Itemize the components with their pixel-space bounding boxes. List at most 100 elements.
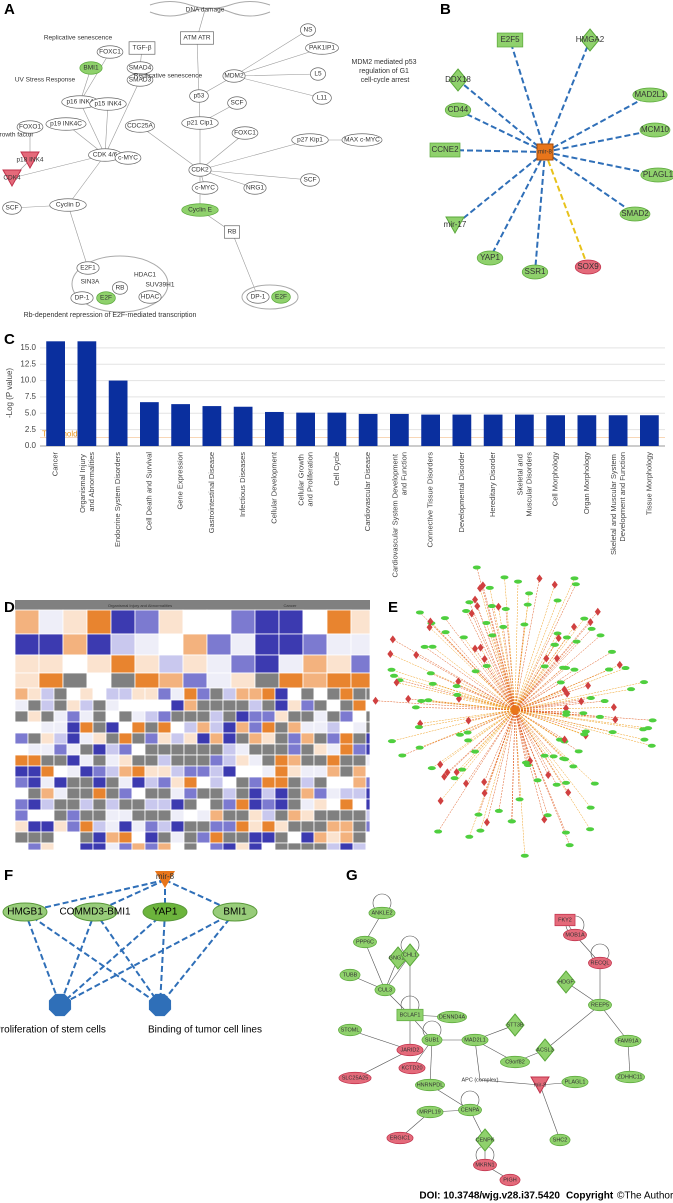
heatmap-cell	[196, 809, 211, 822]
heatmap-label: Cancer	[284, 603, 298, 608]
edge	[491, 605, 516, 711]
heatmap-cell	[79, 809, 94, 822]
net-node	[479, 581, 486, 590]
heatmap-cell	[157, 699, 172, 712]
net-node	[565, 788, 572, 797]
bar	[140, 402, 159, 446]
node-label: HDAC	[141, 294, 160, 301]
net-node	[428, 681, 437, 686]
heatmap-cell	[339, 710, 354, 723]
heatmap-cell	[230, 609, 256, 635]
x-tick-label: Cellular Development	[269, 451, 278, 524]
heatmap-cell	[196, 798, 211, 811]
heatmap-cell	[300, 787, 315, 800]
node-label: FKY2	[558, 917, 572, 923]
net-node	[570, 576, 579, 581]
node-shape	[396, 1043, 424, 1057]
heatmap-cell	[14, 842, 29, 851]
net-center	[511, 706, 519, 714]
heatmap-cell	[222, 732, 237, 745]
net-node	[540, 664, 549, 669]
heatmap-cell	[170, 732, 185, 745]
heatmap-cell	[131, 842, 146, 851]
heatmap-cell	[131, 820, 146, 833]
heatmap-cell	[170, 831, 185, 844]
heatmap-cell	[40, 687, 55, 701]
net-node	[387, 739, 396, 744]
heatmap-cell	[287, 699, 302, 712]
heatmap-cell	[144, 831, 159, 844]
heatmap-cell	[222, 699, 237, 712]
heatmap-cell	[40, 699, 55, 712]
edge	[429, 1039, 433, 1086]
net-node	[441, 630, 450, 635]
net-node	[648, 718, 657, 723]
heatmap-cell	[248, 687, 263, 701]
heatmap-cell	[287, 798, 302, 811]
bar	[46, 341, 65, 446]
heatmap-cell	[235, 732, 250, 745]
heatmap-cell	[14, 765, 29, 778]
heatmap-cell	[326, 787, 341, 800]
heatmap-cell	[300, 754, 315, 767]
node-label: COMMD3-BMI1	[59, 907, 131, 918]
net-node	[621, 666, 630, 671]
node-label: SOX9	[577, 262, 599, 271]
node-shape	[114, 151, 142, 165]
heatmap-cell	[196, 776, 211, 789]
heatmap-cell	[313, 776, 328, 789]
heatmap-cell	[118, 699, 133, 712]
heatmap-cell	[62, 654, 88, 674]
heatmap-cell	[196, 842, 211, 851]
heatmap-cell	[352, 687, 367, 701]
edge	[429, 627, 516, 711]
edge	[514, 600, 558, 711]
net-node	[455, 732, 464, 737]
heatmap-cell	[158, 633, 184, 656]
node-shape	[222, 69, 246, 83]
heatmap-cell	[53, 820, 68, 833]
heatmap-cell	[157, 820, 172, 833]
heatmap-cell	[53, 732, 68, 745]
heatmap-cell	[27, 842, 42, 851]
node-shape	[554, 913, 576, 927]
net-node	[612, 715, 619, 724]
edge	[514, 709, 649, 729]
heatmap-cell	[14, 820, 29, 833]
heatmap-cell	[144, 809, 159, 822]
node-shape	[310, 67, 326, 81]
heatmap-cell	[248, 787, 263, 800]
net-node	[453, 768, 460, 777]
node-shape	[180, 31, 214, 45]
heatmap-cell	[274, 721, 289, 734]
heatmap-cell	[339, 699, 354, 712]
node-shape	[415, 1078, 445, 1092]
heatmap-cell	[339, 842, 354, 851]
node-shape	[142, 902, 188, 922]
heatmap-cell	[66, 798, 81, 811]
bar	[202, 406, 222, 446]
heatmap-cell	[352, 699, 367, 712]
heatmap-cell	[183, 798, 198, 811]
net-node	[627, 687, 636, 692]
net-node	[444, 768, 451, 777]
heatmap-cell	[131, 765, 146, 778]
panel-label: B	[440, 1, 451, 18]
edge	[514, 709, 569, 793]
heatmap-cell	[209, 754, 224, 767]
heatmap-cell	[339, 787, 354, 800]
heatmap-cell	[313, 831, 328, 844]
edge	[199, 169, 311, 181]
heatmap-cell	[79, 687, 94, 701]
node-shape	[574, 259, 602, 275]
node-label: MRPL19	[419, 1109, 440, 1115]
heatmap-cell	[170, 765, 185, 778]
x-tick-label: Organ Morphology	[582, 452, 591, 514]
heatmap-cell	[27, 754, 42, 767]
edge	[59, 911, 96, 1006]
heatmap-cell	[158, 654, 184, 674]
heatmap-cell	[248, 699, 263, 712]
node-label: CDK4	[3, 175, 21, 182]
heatmap-cell	[157, 710, 172, 723]
heatmap-cell	[144, 687, 159, 701]
